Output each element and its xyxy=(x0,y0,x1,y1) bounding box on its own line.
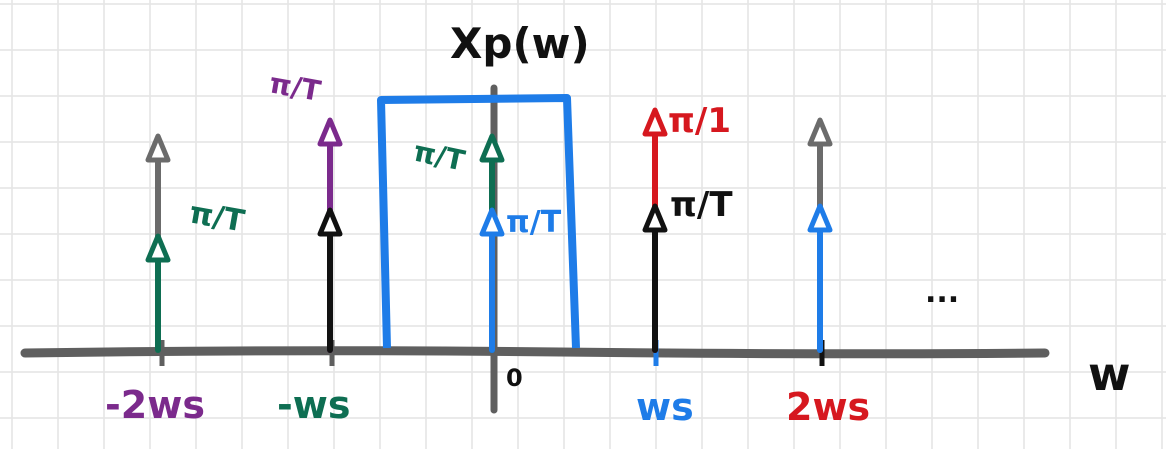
impulse-label-origin-blue: π/T xyxy=(506,205,562,240)
impulse-arrowhead-icon xyxy=(807,117,833,147)
origin-label: 0 xyxy=(506,364,523,392)
impulse-arrowhead-icon xyxy=(642,203,668,233)
impulse-label-ws-black: π/T xyxy=(670,185,733,225)
tick-label-ws: ws xyxy=(636,385,694,429)
axis-variable-label: w xyxy=(1088,347,1131,401)
plot-title: Xp(w) xyxy=(450,19,590,68)
tick-label-minus-2ws: -2ws xyxy=(105,383,205,427)
impulse-arrowhead-icon xyxy=(145,233,171,263)
impulse-green-minus-2ws xyxy=(145,233,171,353)
tick-label-minus-ws: -ws xyxy=(277,383,351,427)
lowpass-filter-box xyxy=(377,94,580,349)
impulse-arrowhead-icon xyxy=(479,207,505,237)
impulse-label-origin-green: π/T xyxy=(411,135,468,178)
impulse-arrowhead-icon xyxy=(317,207,343,237)
tick-label-2ws: 2ws xyxy=(786,385,870,429)
impulse-arrowhead-icon xyxy=(317,117,343,147)
frequency-axis xyxy=(20,346,1050,359)
impulse-blue-0 xyxy=(479,207,505,353)
impulse-label-ws-red: π/1 xyxy=(668,101,731,141)
impulse-arrowhead-icon xyxy=(642,107,668,137)
impulse-black-ws xyxy=(642,203,668,353)
impulse-arrowhead-icon xyxy=(807,203,833,233)
impulse-label-minus-ws-purple: π/T xyxy=(267,66,323,107)
impulse-black-minus-ws xyxy=(317,207,343,353)
impulse-arrowhead-icon xyxy=(145,133,171,163)
impulse-arrowhead-icon xyxy=(479,133,505,163)
impulse-blue-2ws xyxy=(807,203,833,353)
impulse-group xyxy=(145,107,833,353)
ellipsis: ... xyxy=(925,275,959,310)
